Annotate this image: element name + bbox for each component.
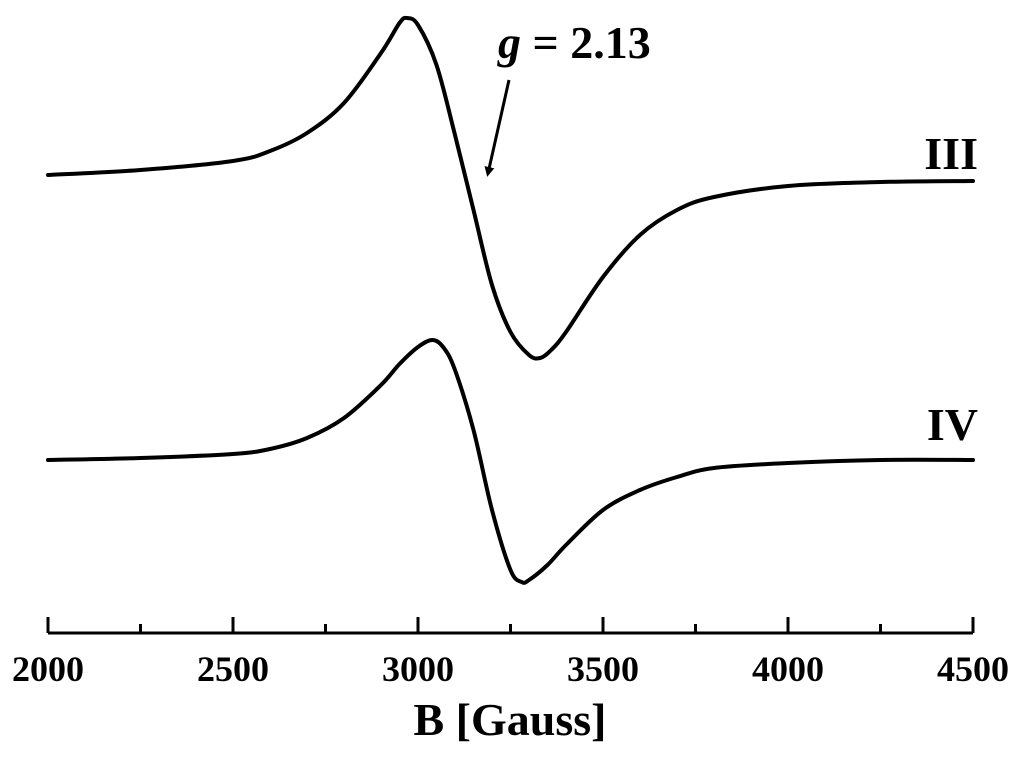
series-line-iii xyxy=(46,15,975,361)
plot-area: III IV xyxy=(46,15,978,585)
x-tick-label: 4500 xyxy=(937,649,1009,689)
g-factor-annotation: g = 2.13 xyxy=(484,17,651,177)
x-axis-tick-labels: 2000 2500 3000 3500 4000 4500 xyxy=(12,649,1009,689)
x-axis-ticks xyxy=(46,617,975,633)
g-factor-value: = 2.13 xyxy=(521,17,651,68)
x-tick-label: 3000 xyxy=(382,649,454,689)
series-line-iv xyxy=(46,338,975,585)
x-tick-label: 3500 xyxy=(567,649,639,689)
g-factor-symbol: g xyxy=(497,17,521,68)
g-factor-label: g = 2.13 xyxy=(497,17,651,68)
g-factor-arrow xyxy=(484,79,511,177)
x-tick-label: 2500 xyxy=(197,649,269,689)
x-axis-title: B [Gauss] xyxy=(414,694,607,745)
spectrum-curves xyxy=(46,15,975,585)
series-label-iv: IV xyxy=(927,399,978,450)
x-tick-label: 2000 xyxy=(12,649,84,689)
series-labels: III IV xyxy=(924,128,978,450)
x-axis: 2000 2500 3000 3500 4000 4500 xyxy=(12,617,1009,689)
series-label-iii: III xyxy=(924,128,978,179)
x-tick-label: 4000 xyxy=(752,649,824,689)
